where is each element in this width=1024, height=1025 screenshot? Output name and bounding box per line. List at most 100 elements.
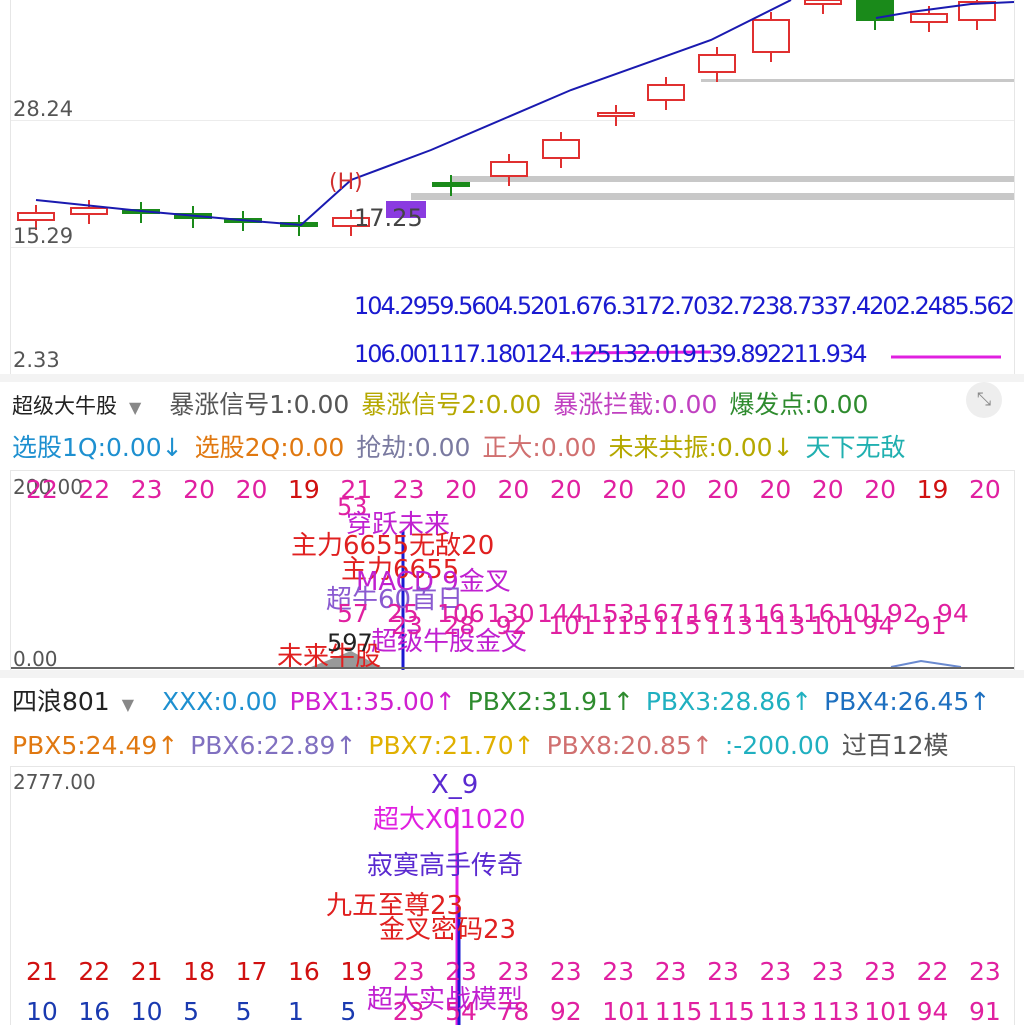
- chevron-down-icon[interactable]: ▼: [129, 398, 142, 417]
- candle: [752, 19, 790, 53]
- kline-chart: [17, 0, 1014, 359]
- row-value: 5: [235, 997, 252, 1025]
- indicator1-chart: [11, 531, 1014, 671]
- ind1-label-zhuli: 主力6655: [341, 555, 460, 585]
- ind2-row-a: 21 22 21 18 17 16 19 23 23 23 23 23 23 23 23 23 23 22 23: [26, 957, 1014, 986]
- indicator-value: 暴涨拦截:0.00: [553, 390, 718, 419]
- indicator1-values2: 选股1Q:0.00↓ 选股2Q:0.00 抢劫:0.00 正大:0.00 未来共振:0.…: [12, 428, 1012, 464]
- row-value: 23: [130, 475, 163, 504]
- indicator1-panel[interactable]: 200.00 0.00 22 22 23 20 20 19 21 23 20 20 20 20 20 20…: [10, 470, 1015, 671]
- ind1-label-53: 53: [337, 493, 368, 521]
- candle: [542, 139, 580, 159]
- row-value: 113: [759, 997, 808, 1025]
- indicator-value: PBX2:31.91↑: [467, 687, 634, 716]
- row-value: 144: [537, 599, 585, 628]
- indicator-value: PBX4:26.45↑: [824, 687, 991, 716]
- indicator2-panel[interactable]: 2777.00 X_9 超大X01020 寂寞高手传奇 九五至尊23 金叉密码2…: [10, 766, 1015, 1025]
- price-tag: 17.25: [354, 204, 423, 232]
- row-value: 17: [235, 957, 268, 986]
- indicator-value: PBX8:20.85↑: [546, 731, 713, 760]
- ind1-label-weilai: 未来牛股: [277, 642, 382, 671]
- chevron-down-icon[interactable]: ▼: [121, 695, 135, 714]
- row-value: 78: [497, 997, 530, 1025]
- row-value: 113: [705, 611, 754, 640]
- row-value: 94: [916, 997, 949, 1025]
- ind2-label-x9: X_9: [431, 770, 479, 800]
- ind2-label-jiuwu: 九五至尊23: [326, 891, 464, 921]
- row-value: 22: [78, 957, 111, 986]
- ind2-label-chaoda: 超大X01020: [373, 805, 526, 835]
- row-value: 22: [26, 475, 58, 504]
- ind1-label-zhuli-wudi: 主力6655无敌20: [291, 531, 495, 561]
- indicator-value: 爆发点:0.00: [729, 390, 869, 419]
- row-value: 115: [600, 611, 649, 640]
- row-value: 116: [737, 599, 785, 628]
- ind1-label-597: 597: [327, 629, 373, 657]
- row-value: 20: [549, 475, 582, 504]
- row-value: 16: [78, 997, 111, 1025]
- indicator-value: PBX7:21.70↑: [368, 731, 535, 760]
- ind2-row-b: 10 16 10 5 5 1 5 23 54 78 92 101 115 115 113 113 101 94 91: [26, 997, 1014, 1025]
- indicator-value: 暴涨信号1:0.00: [169, 390, 350, 419]
- indicator-value: PBX3:28.86↑: [645, 687, 813, 716]
- ind1-label-chaoji: 超级牛股金叉: [371, 627, 528, 657]
- indicator-value: 天下无敌: [805, 433, 906, 462]
- candle: [910, 13, 948, 23]
- row-value: 101: [602, 997, 651, 1025]
- row-value: 10: [26, 997, 58, 1025]
- indicator2-name[interactable]: 四浪801 ▼: [12, 687, 135, 716]
- row-value: 20: [654, 475, 687, 504]
- row-value: 20: [183, 475, 215, 504]
- indicator-value: 暴涨信号2:0.00: [361, 390, 542, 419]
- overlay-values-row1: 104.2959.5604.5201.676.3172.7032.7238.73…: [354, 292, 1015, 320]
- indicator-value: :-200.00: [724, 731, 830, 760]
- row-value: 21: [130, 957, 163, 986]
- row-value: 20: [759, 475, 792, 504]
- row-value: 5: [340, 997, 357, 1025]
- row-value: 57: [337, 599, 369, 628]
- row-value: 20: [445, 475, 477, 504]
- row-value: 106: [437, 599, 485, 628]
- row-value: 115: [652, 611, 701, 640]
- row-value: 94: [937, 599, 969, 628]
- row-value: 23: [445, 957, 477, 986]
- row-value: 113: [757, 611, 806, 640]
- row-value: 91: [914, 611, 947, 640]
- row-value: 167: [687, 599, 735, 628]
- expand-icon[interactable]: ⤡: [966, 382, 1002, 418]
- kline-panel[interactable]: 28.24 15.29 2.33 (H) 17.25 104.2959.5604…: [10, 0, 1015, 374]
- row-value: 19: [916, 475, 949, 504]
- row-value: 18: [183, 957, 215, 986]
- row-value: 116: [787, 599, 835, 628]
- row-value: 23: [811, 957, 844, 986]
- indicator-value: 正大:0.00: [482, 433, 597, 462]
- row-value: 23: [392, 957, 425, 986]
- row-value: 28: [443, 611, 476, 640]
- row-value: 92: [495, 611, 528, 640]
- row-value: 25: [387, 599, 419, 628]
- row-value: 101: [837, 599, 885, 628]
- row-value: 10: [130, 997, 163, 1025]
- row-value: 113: [811, 997, 860, 1025]
- row-value: 101: [864, 997, 912, 1025]
- annotation-marker: (H): [329, 170, 363, 195]
- candle: [70, 207, 108, 215]
- row-value: 21: [340, 475, 373, 504]
- row-value: 23: [654, 957, 687, 986]
- indicator1-name[interactable]: 超级大牛股 ▼: [12, 394, 142, 418]
- row-value: 23: [864, 957, 897, 986]
- trend-line: [35, 0, 792, 227]
- row-value: 54: [445, 997, 477, 1025]
- indicator-value: PBX6:22.89↑: [190, 731, 357, 760]
- row-value: 115: [654, 997, 703, 1025]
- row-value: 23: [602, 957, 635, 986]
- candle: [17, 212, 55, 221]
- row-value: 20: [969, 475, 1001, 504]
- ind2-label-jimo: 寂寞高手传奇: [367, 851, 524, 881]
- indicator-value: 选股1Q:0.00↓: [12, 433, 183, 462]
- row-value: 20: [602, 475, 635, 504]
- row-value: 23: [969, 957, 1001, 986]
- row-value: 22: [916, 957, 949, 986]
- row-value: 20: [235, 475, 268, 504]
- row-value: 23: [391, 611, 423, 640]
